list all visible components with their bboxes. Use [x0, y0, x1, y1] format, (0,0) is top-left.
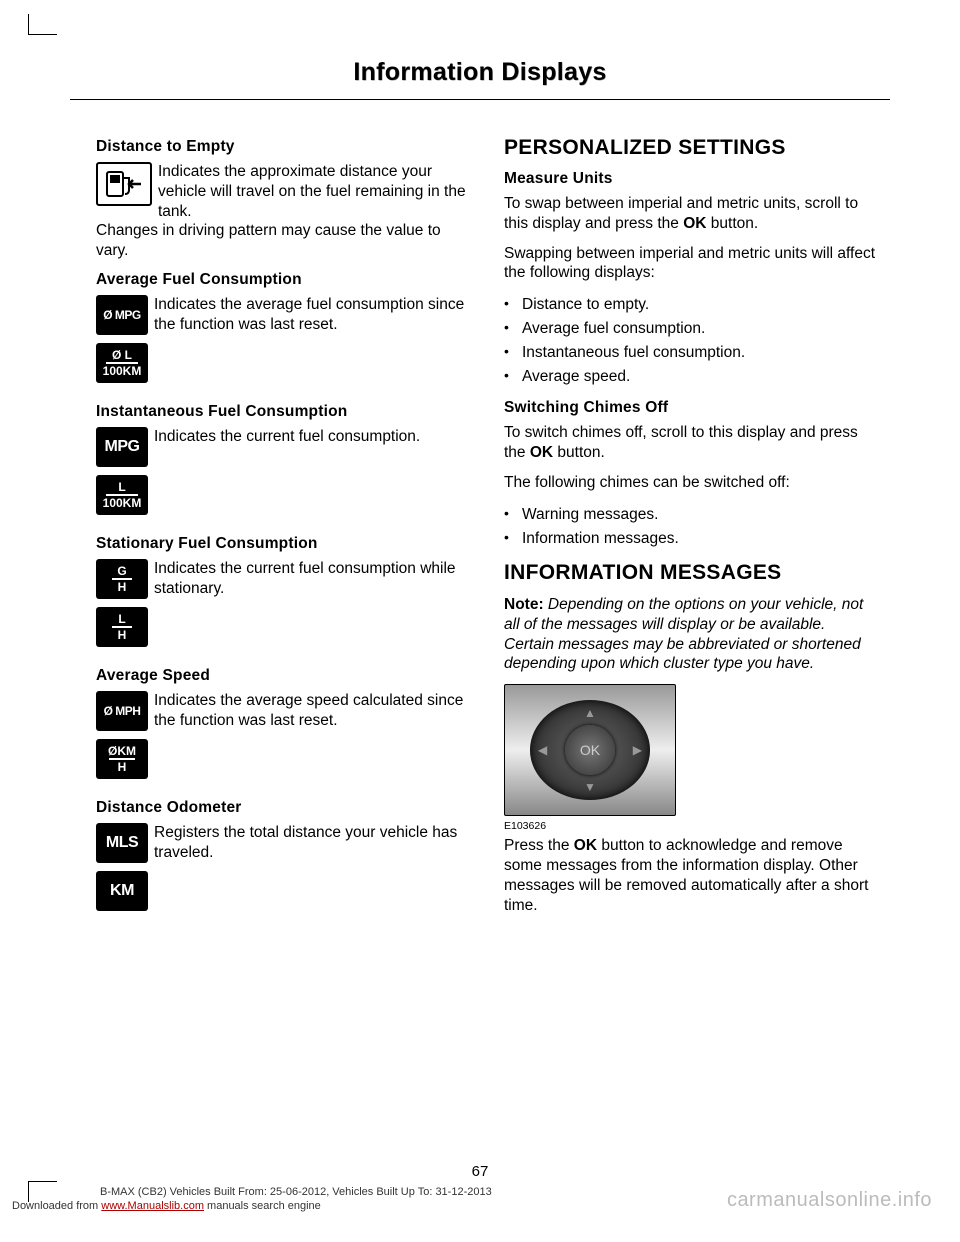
avg-fuel-text: Indicates the average fuel consumption s…	[154, 295, 468, 335]
page-number: 67	[0, 1163, 960, 1180]
list-item: Distance to empty.	[522, 293, 876, 317]
inst-fuel-title: Instantaneous Fuel Consumption	[96, 403, 468, 421]
avg-speed-title: Average Speed	[96, 667, 468, 685]
figure-caption: E103626	[504, 820, 876, 832]
odometer-title: Distance Odometer	[96, 799, 468, 817]
inst-fuel-row: MPG L100KM Indicates the current fuel co…	[96, 427, 468, 519]
chimes-list: Warning messages. Information messages.	[504, 503, 876, 551]
footer-build-info: B-MAX (CB2) Vehicles Built From: 25-06-2…	[100, 1186, 492, 1198]
left-column: Distance to Empty Indicates the approxim…	[96, 128, 468, 926]
fuel-pump-svg	[103, 168, 145, 200]
footer-link[interactable]: www.Manualslib.com	[101, 1200, 204, 1212]
chimes-p1: To switch chimes off, scroll to this dis…	[504, 423, 876, 463]
ok-button-figure: ▲ ▼ ◀ ▶ OK E103626	[504, 684, 876, 832]
list-item: Warning messages.	[522, 503, 876, 527]
content-area: Distance to Empty Indicates the approxim…	[0, 100, 960, 926]
footer-source: Downloaded from www.Manualslib.com manua…	[12, 1200, 321, 1212]
avg-fuel-icon-lkm: Ø L100KM	[96, 343, 148, 383]
measure-units-title: Measure Units	[504, 170, 876, 188]
right-column: PERSONALIZED SETTINGS Measure Units To s…	[504, 128, 876, 926]
inst-fuel-text: Indicates the current fuel consumption.	[154, 427, 420, 447]
odometer-row: MLS KM Registers the total distance your…	[96, 823, 468, 915]
stat-fuel-row: GH LH Indicates the current fuel consump…	[96, 559, 468, 651]
crop-mark-top-left	[28, 14, 57, 35]
page-header: Information Displays	[70, 0, 890, 100]
distance-empty-title: Distance to Empty	[96, 138, 468, 156]
ok-button-label: OK	[565, 725, 615, 775]
distance-empty-row: Indicates the approximate distance your …	[96, 162, 468, 221]
stat-fuel-icon-gh: GH	[96, 559, 148, 599]
crop-mark-bottom-left	[28, 1181, 57, 1202]
measure-units-list: Distance to empty. Average fuel consumpt…	[504, 293, 876, 389]
info-messages-heading: INFORMATION MESSAGES	[504, 561, 876, 585]
list-item: Instantaneous fuel consumption.	[522, 341, 876, 365]
inst-fuel-icon-mpg: MPG	[96, 427, 148, 467]
info-messages-p1: Press the OK button to acknowledge and r…	[504, 836, 876, 915]
page-title: Information Displays	[353, 58, 606, 86]
distance-empty-text1: Indicates the approximate distance your …	[158, 162, 468, 221]
avg-speed-row: Ø MPH ØKMH Indicates the average speed c…	[96, 691, 468, 783]
stat-fuel-text: Indicates the current fuel consumption w…	[154, 559, 468, 599]
odometer-text: Registers the total distance your vehicl…	[154, 823, 468, 863]
fuel-pump-icon	[96, 162, 152, 206]
odometer-icon-km: KM	[96, 871, 148, 911]
footer-watermark: carmanualsonline.info	[727, 1189, 932, 1212]
avg-fuel-title: Average Fuel Consumption	[96, 271, 468, 289]
avg-speed-text: Indicates the average speed calculated s…	[154, 691, 468, 731]
stat-fuel-icon-lh: LH	[96, 607, 148, 647]
measure-units-p2: Swapping between imperial and metric uni…	[504, 244, 876, 284]
list-item: Average fuel consumption.	[522, 317, 876, 341]
list-item: Average speed.	[522, 365, 876, 389]
avg-fuel-icon-mpg: Ø MPG	[96, 295, 148, 335]
avg-speed-icon-mph: Ø MPH	[96, 691, 148, 731]
personalized-heading: PERSONALIZED SETTINGS	[504, 136, 876, 160]
info-messages-note: Note: Depending on the options on your v…	[504, 595, 876, 674]
chimes-p2: The following chimes can be switched off…	[504, 473, 876, 493]
chimes-title: Switching Chimes Off	[504, 399, 876, 417]
avg-fuel-row: Ø MPG Ø L100KM Indicates the average fue…	[96, 295, 468, 387]
distance-empty-text2: Changes in driving pattern may cause the…	[96, 221, 468, 261]
stat-fuel-title: Stationary Fuel Consumption	[96, 535, 468, 553]
list-item: Information messages.	[522, 527, 876, 551]
avg-speed-icon-kmh: ØKMH	[96, 739, 148, 779]
inst-fuel-icon-lkm: L100KM	[96, 475, 148, 515]
odometer-icon-mls: MLS	[96, 823, 148, 863]
measure-units-p1: To swap between imperial and metric unit…	[504, 194, 876, 234]
